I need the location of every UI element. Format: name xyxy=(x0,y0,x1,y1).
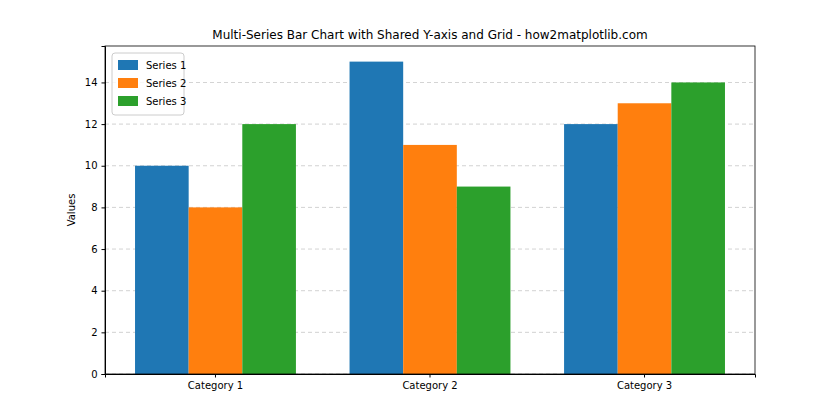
tick-mark xyxy=(430,374,431,378)
tick: 4 xyxy=(91,285,105,296)
tick: 10 xyxy=(85,160,105,171)
tick-label: 2 xyxy=(91,327,97,338)
legend-item: Series 3 xyxy=(118,96,186,107)
grid xyxy=(105,82,755,374)
legend-label: Series 3 xyxy=(146,96,186,107)
tick-mark xyxy=(644,374,645,378)
bar xyxy=(350,62,404,374)
tick-mark xyxy=(102,374,106,375)
tick-label: 10 xyxy=(85,160,98,171)
bar-series xyxy=(189,103,672,374)
legend-swatch xyxy=(118,78,138,88)
legend-item: Series 2 xyxy=(118,78,186,89)
grid-line xyxy=(105,82,755,83)
legend-item: Series 1 xyxy=(118,60,186,71)
tick-mark xyxy=(102,207,106,208)
y-axis: 0 2 4 6 8 10 12 14 xyxy=(85,47,106,380)
tick-mark xyxy=(102,166,106,167)
bar xyxy=(135,166,189,374)
tick-mark xyxy=(102,82,106,83)
bar xyxy=(242,124,296,374)
axis-line xyxy=(106,375,756,378)
legend-label: Series 1 xyxy=(146,60,186,71)
bar xyxy=(403,145,457,374)
tick-label: 6 xyxy=(91,244,97,255)
chart: 02468101214Category 1Category 2Category … xyxy=(0,0,840,420)
tick: 2 xyxy=(91,327,105,338)
tick-label: Category 3 xyxy=(617,380,672,391)
x-axis: Category 1 Category 2 Category 3 xyxy=(106,374,756,391)
axis-title: Values xyxy=(66,194,77,227)
axis-line xyxy=(102,47,106,375)
plot: 02468101214Category 1Category 2Category … xyxy=(85,46,756,391)
tick-label: Category 1 xyxy=(188,380,243,391)
frame xyxy=(105,46,755,374)
bar xyxy=(564,124,618,374)
tick-mark xyxy=(102,124,106,125)
tick-mark xyxy=(102,291,106,292)
legend-swatch xyxy=(118,60,138,70)
title: Multi-Series Bar Chart with Shared Y-axi… xyxy=(212,28,647,42)
tick-label: 8 xyxy=(91,202,97,213)
tick-label: 14 xyxy=(85,77,98,88)
legend: Series 1 Series 2 Series 3 xyxy=(112,53,186,115)
tick: Category 2 xyxy=(402,374,457,391)
tick: 12 xyxy=(85,119,105,130)
bars xyxy=(135,62,725,374)
tick: 14 xyxy=(85,77,105,88)
tick-mark xyxy=(215,374,216,378)
tick-mark xyxy=(102,332,106,333)
legend-swatch xyxy=(118,96,138,106)
tick-label: 4 xyxy=(91,285,97,296)
legend-label: Series 2 xyxy=(146,78,186,89)
bar-series xyxy=(135,62,618,374)
tick-mark xyxy=(102,249,106,250)
tick-label: Category 2 xyxy=(402,380,457,391)
tick: 0 xyxy=(91,369,105,380)
bar-series xyxy=(242,82,725,374)
tick-label: 0 xyxy=(91,369,97,380)
bar xyxy=(189,207,243,374)
bar xyxy=(457,187,511,374)
bar xyxy=(671,82,725,374)
tick: 8 xyxy=(91,202,105,213)
tick-label: 12 xyxy=(85,119,98,130)
tick: Category 1 xyxy=(188,374,243,391)
tick: 6 xyxy=(91,244,105,255)
bar xyxy=(618,103,672,374)
tick: Category 3 xyxy=(617,374,672,391)
